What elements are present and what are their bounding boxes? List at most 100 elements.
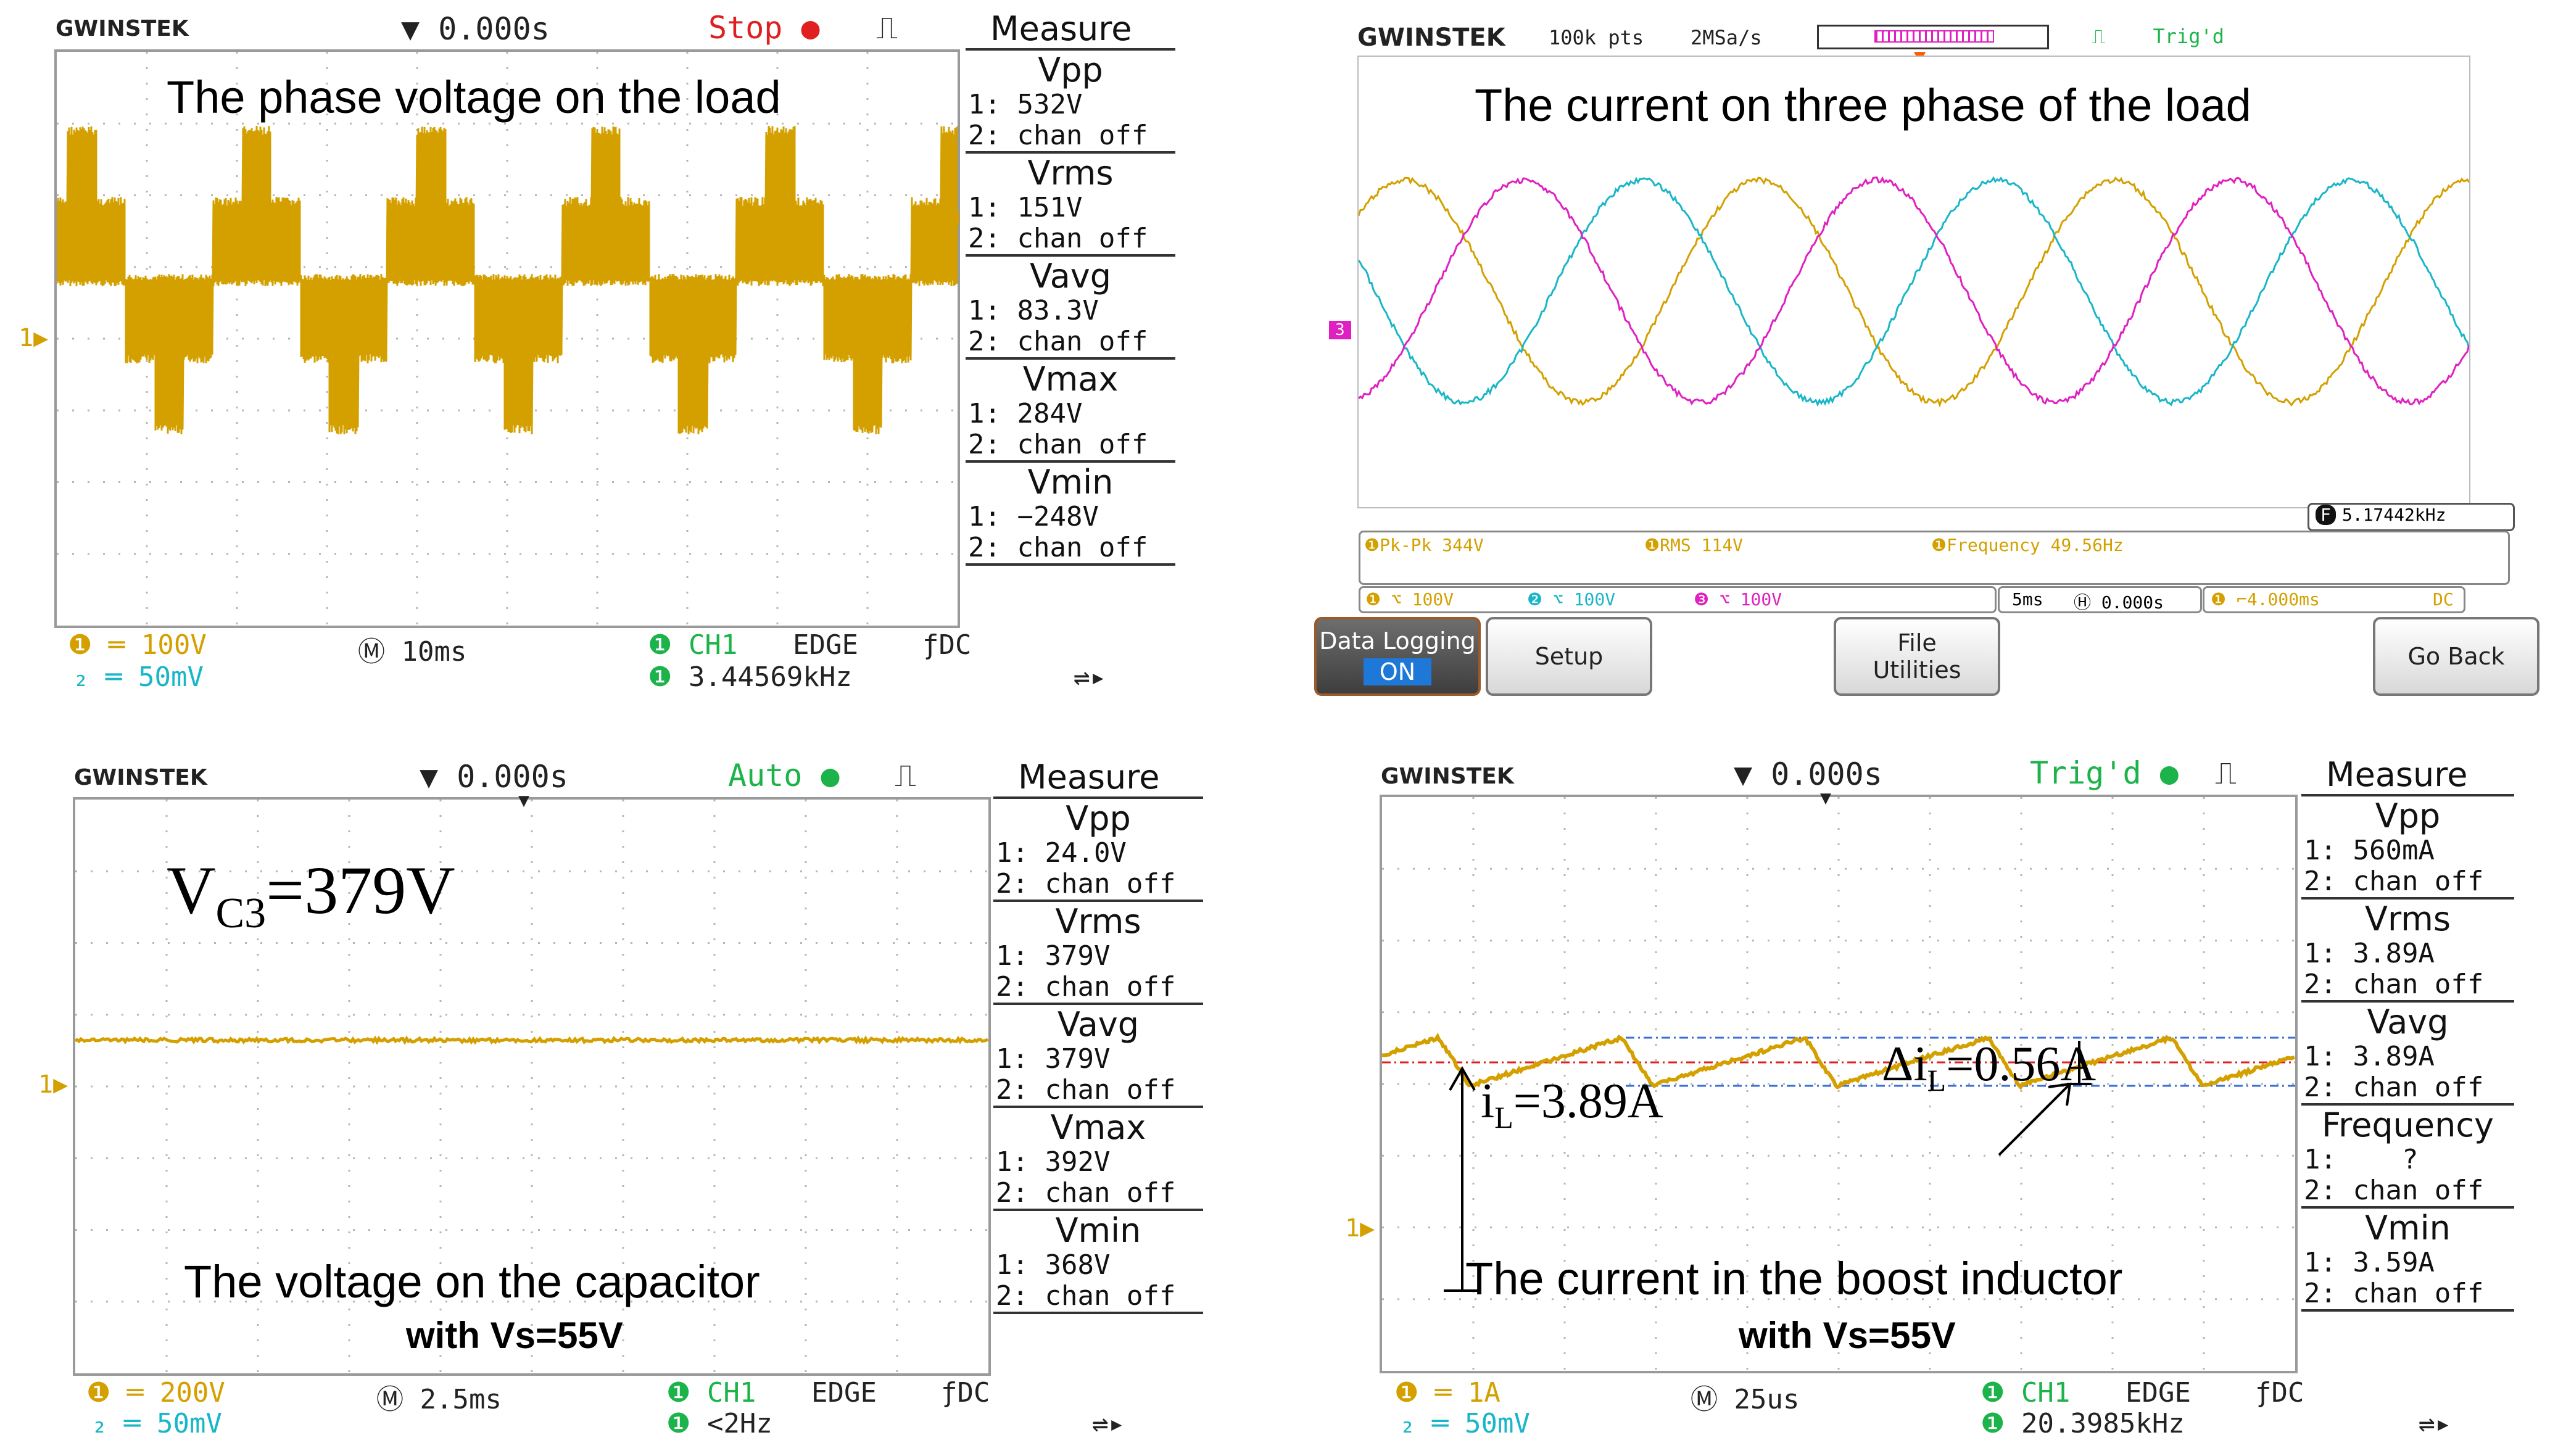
- phase-a-trace: [1359, 176, 2469, 408]
- delta-il-pointer: [1998, 1083, 2071, 1156]
- measure-vmin[interactable]: Vmin 1: 3.59A 2: chan off: [2301, 1209, 2514, 1312]
- record-length: 100k pts: [1549, 26, 1644, 49]
- ch2-scale[interactable]: ₂ ═ 50mV: [1399, 1408, 1530, 1439]
- measurement-bar: ❶Pk-Pk 344V ❶RMS 114V ❶Frequency 49.56Hz: [1359, 531, 2510, 585]
- il-arrow-head: [1449, 1065, 1476, 1091]
- timebase[interactable]: Ⓜ 25us: [1691, 1384, 1800, 1415]
- measure-vpp[interactable]: Vpp 1: 24.0V 2: chan off: [993, 799, 1203, 902]
- trigger-coupling: DC: [2433, 589, 2454, 610]
- caption: The current in the boost inductor: [1465, 1253, 2123, 1304]
- ch2-scale[interactable]: ❷ ⌥ 100V: [1527, 589, 1616, 610]
- brand-logo: GWINSTEK: [74, 765, 207, 790]
- trigger-type[interactable]: EDGE: [2125, 1377, 2191, 1408]
- measure-vmin[interactable]: Vmin 1: 368V 2: chan off: [993, 1211, 1203, 1314]
- timebase: 5ms: [2012, 589, 2043, 610]
- channel-1-marker: 1▶: [1345, 1214, 1375, 1243]
- ch2-scale[interactable]: ₂ ═ 50mV: [91, 1408, 222, 1439]
- measure-title: Measure: [993, 758, 1203, 799]
- time-offset: ▼ 0.000s: [401, 11, 550, 47]
- measure-vpp[interactable]: Vpp 1: 532V 2: chan off: [966, 51, 1175, 154]
- ch1-trace: [1382, 1032, 2295, 1091]
- ch3-scale[interactable]: ❸ ⌥ 100V: [1694, 589, 1782, 610]
- ch2-scale[interactable]: ₂ ═ 50mV: [73, 661, 204, 693]
- data-logging-state: ON: [1363, 658, 1432, 685]
- run-status[interactable]: Auto ●: [728, 758, 840, 793]
- measure-vmax[interactable]: Vmax 1: 392V 2: chan off: [993, 1108, 1203, 1211]
- setup-button[interactable]: Setup: [1486, 617, 1652, 696]
- timebase[interactable]: Ⓜ 10ms: [358, 636, 467, 668]
- ch1-trace: [75, 1035, 988, 1045]
- scope-panel-boost-inductor-current: GWINSTEK ▼ 0.000s Trig'd ● ⎍ ▼ 1▶ iL=3.8…: [1327, 740, 2558, 1456]
- capacitor-voltage-label: VC3=379V: [167, 853, 455, 937]
- measure-vavg[interactable]: Vavg 1: 3.89A 2: chan off: [2301, 1003, 2514, 1106]
- scope-panel-three-phase-current: GWINSTEK 100k pts 2MSa/s ▼ ⎍ Trig'd 3 Th…: [1314, 0, 2558, 716]
- caption: The voltage on the capacitor: [184, 1256, 760, 1307]
- brand-logo: GWINSTEK: [1357, 23, 1505, 52]
- measure-vrms[interactable]: Vrms 1: 3.89A 2: chan off: [2301, 900, 2514, 1003]
- measure-title: Measure: [966, 9, 1175, 51]
- trigger-source[interactable]: ❶ CH1: [648, 629, 738, 661]
- time-offset: ▼ 0.000s: [420, 759, 568, 795]
- measure-panel: Measure Vpp 1: 24.0V 2: chan off Vrms 1: 37…: [993, 758, 1203, 1314]
- ch1-scale[interactable]: ❶ ═ 100V: [68, 629, 207, 661]
- brand-logo: GWINSTEK: [56, 16, 189, 41]
- trigger-source[interactable]: ❶ CH1: [1981, 1377, 2071, 1408]
- measure-vpp[interactable]: Vpp 1: 560mA 2: chan off: [2301, 796, 2514, 900]
- trigger-type[interactable]: EDGE: [811, 1377, 877, 1408]
- trigger-position-marker: ▼: [1820, 787, 1832, 809]
- usb-icon: ⇌▸: [1074, 661, 1106, 693]
- meas-frequency[interactable]: ❶Frequency 49.56Hz: [1931, 535, 2124, 555]
- coupling[interactable]: ƒDC: [922, 629, 972, 661]
- trigger-position-marker: ▼: [518, 790, 530, 811]
- measure-vavg[interactable]: Vavg 1: 379V 2: chan off: [993, 1005, 1203, 1108]
- trigger-edge-icon: ⎍: [895, 758, 916, 793]
- sample-rate: 2MSa/s: [1691, 26, 1762, 49]
- run-status[interactable]: Trig'd ●: [2030, 755, 2179, 791]
- trigger-type[interactable]: EDGE: [793, 629, 858, 661]
- waveform-canvas: [57, 52, 958, 626]
- waveform-canvas: [1359, 176, 2469, 408]
- usb-icon: ⇌▸: [2419, 1408, 2451, 1439]
- caption-sub: with Vs=55V: [406, 1315, 623, 1356]
- measure-vrms[interactable]: Vrms 1: 151V 2: chan off: [966, 154, 1175, 257]
- scope-panel-phase-voltage: GWINSTEK ▼ 0.000s Stop ● ⎍ 1▶ ◀ The phas…: [0, 0, 1234, 716]
- timebase-bar[interactable]: 5ms Ⓗ 0.000s: [1998, 586, 2202, 613]
- trigger-level-marker: ◀: [944, 202, 959, 231]
- coupling[interactable]: ƒDC: [2255, 1377, 2304, 1408]
- phase-c-trace: [1359, 176, 2469, 406]
- memory-bar: [1817, 25, 2049, 49]
- measure-vmax[interactable]: Vmax 1: 284V 2: chan off: [966, 360, 1175, 463]
- measure-vmin[interactable]: Vmin 1: −248V 2: chan off: [966, 463, 1175, 566]
- timebase[interactable]: Ⓜ 2.5ms: [376, 1384, 502, 1415]
- coupling[interactable]: ƒDC: [941, 1377, 990, 1408]
- file-utilities-button[interactable]: File Utilities: [1834, 617, 2000, 696]
- time-offset: ▼ 0.000s: [1734, 756, 1882, 792]
- trigger-source[interactable]: ❶ CH1: [666, 1377, 756, 1408]
- data-logging-button[interactable]: Data Logging ON: [1314, 617, 1481, 696]
- caption: The phase voltage on the load: [167, 72, 781, 123]
- measure-panel: Measure Vpp 1: 560mA 2: chan off Vrms 1: 3.…: [2301, 755, 2514, 1312]
- trigger-edge-icon: ⎍: [876, 10, 898, 46]
- delta-il-pointer-head: [2048, 1082, 2072, 1106]
- go-back-button[interactable]: Go Back: [2373, 617, 2539, 696]
- run-status[interactable]: Stop ●: [708, 10, 820, 46]
- measure-vrms[interactable]: Vrms 1: 379V 2: chan off: [993, 902, 1203, 1005]
- scope-panel-capacitor-voltage: GWINSTEK ▼ 0.000s Auto ● ⎍ ▼ 1▶ VC3=379V…: [0, 740, 1234, 1456]
- brand-logo: GWINSTEK: [1381, 764, 1514, 789]
- measure-frequency[interactable]: Frequency 1: ? 2: chan off: [2301, 1106, 2514, 1209]
- trigger-bar[interactable]: ❶ ⌐4.000ms DC: [2203, 586, 2465, 613]
- ch1-scale[interactable]: ❶ ═ 1A: [1394, 1377, 1500, 1408]
- meas-pkpk[interactable]: ❶Pk-Pk 344V: [1364, 535, 1484, 555]
- ch1-scale[interactable]: ❶ ═ 200V: [86, 1377, 225, 1408]
- channel-1-marker: 1▶: [19, 324, 49, 352]
- phase-b-trace: [1359, 176, 2469, 407]
- measure-vavg[interactable]: Vavg 1: 83.3V 2: chan off: [966, 257, 1175, 360]
- meas-rms[interactable]: ❶RMS 114V: [1644, 535, 1743, 555]
- inductor-current-label: iL=3.89A: [1481, 1074, 1663, 1135]
- measure-title: Measure: [2301, 755, 2514, 796]
- waveform-grid: [1357, 56, 2470, 508]
- ch1-scale[interactable]: ❶ ⌥ 100V: [1365, 589, 1454, 610]
- trigger-state: ⎍ Trig'd: [2092, 25, 2225, 48]
- channel-1-marker: 1▶: [38, 1070, 68, 1099]
- trigger-frequency: ❶ 3.44569kHz: [648, 661, 852, 693]
